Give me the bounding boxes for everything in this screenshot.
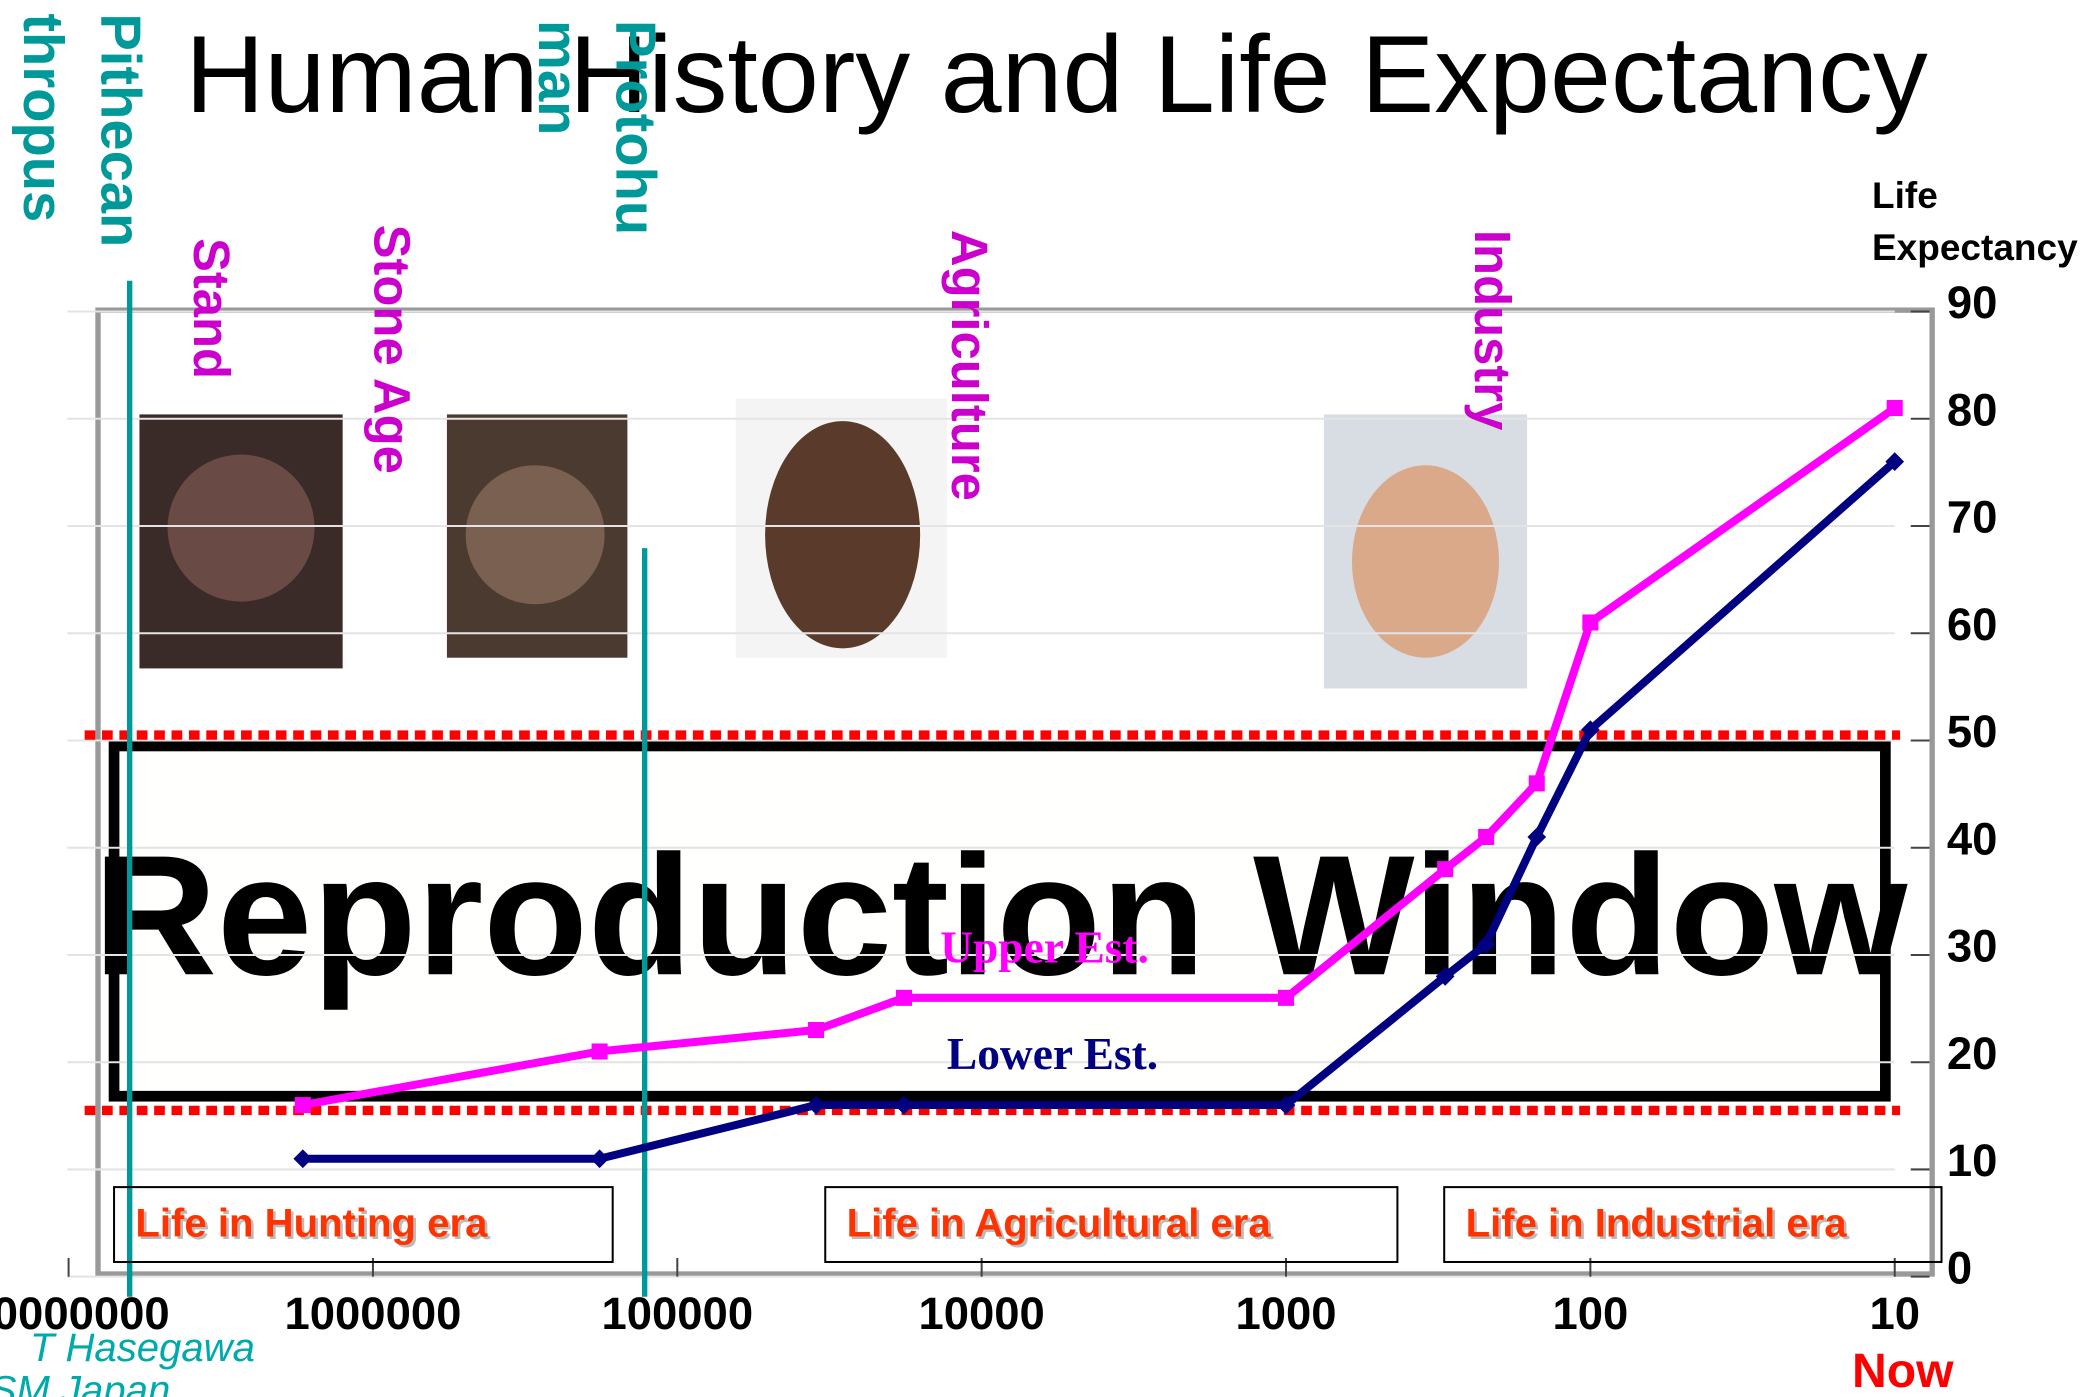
point <box>1887 400 1903 416</box>
window-label: Reproduction Window <box>93 820 1908 1011</box>
marker-label: man <box>527 20 590 135</box>
point <box>592 1043 608 1059</box>
y-tick-label: 30 <box>1947 921 1998 972</box>
y-tick-label: 90 <box>1947 277 1998 328</box>
stage-label: Agriculture <box>941 230 998 501</box>
point <box>1278 990 1294 1006</box>
stage-label: Stand <box>183 238 240 379</box>
photo-face <box>1352 465 1499 658</box>
x-tick-label: 1000 <box>1235 1288 1336 1339</box>
point <box>1478 829 1494 845</box>
photo-face <box>765 421 920 648</box>
y-tick-label: 0 <box>1947 1242 1972 1293</box>
x-tick-label: 100000 <box>601 1288 753 1339</box>
x-tick-label: 100 <box>1552 1288 1628 1339</box>
y-axis-title: Life Expectancy <box>1872 170 2097 274</box>
marker-label: Protohu <box>604 20 667 235</box>
x-note: Now <box>1852 1344 1954 1397</box>
photo-face <box>168 455 315 602</box>
era-label: Life in Industrial era <box>1466 1201 1848 1245</box>
stage-label: Stone Age <box>364 225 421 474</box>
y-tick-label: 10 <box>1947 1135 1998 1186</box>
chart-title: Human History and Life Expectancy <box>185 14 1928 136</box>
point <box>1437 861 1453 877</box>
era-label: Life in Agricultural era <box>847 1201 1272 1245</box>
page: Reproduction Window Human History and Li… <box>0 0 2097 1397</box>
era-label: Life in Hunting era <box>135 1201 488 1245</box>
chart: Reproduction Window Human History and Li… <box>0 0 2097 1397</box>
marker-label: Pithecan <box>89 13 152 247</box>
stage-label: Industry <box>1464 230 1521 430</box>
point <box>1582 614 1598 630</box>
y-tick-label: 50 <box>1947 706 1998 757</box>
series-label: Upper Est. <box>940 921 1149 972</box>
x-tick-label: 1000000 <box>284 1288 461 1339</box>
y-tick-label: 70 <box>1947 492 1998 543</box>
x-tick-label: 10000 <box>918 1288 1044 1339</box>
point <box>808 1022 824 1038</box>
point <box>293 1149 312 1168</box>
series-label: Lower Est. <box>947 1028 1158 1079</box>
point <box>896 990 912 1006</box>
point <box>295 1097 311 1113</box>
y-tick-label: 60 <box>1947 599 1998 650</box>
y-tick-label: 80 <box>1947 384 1998 435</box>
x-tick-label: 10000000 <box>0 1288 170 1339</box>
credit: SM Japan <box>0 1369 170 1397</box>
y-tick-label: 20 <box>1947 1028 1998 1079</box>
point <box>1529 775 1545 791</box>
point <box>590 1149 609 1168</box>
marker-label: thropus <box>12 13 75 222</box>
photo-face <box>466 465 605 604</box>
x-tick-label: 10 <box>1869 1288 1920 1339</box>
y-tick-label: 40 <box>1947 813 1998 864</box>
